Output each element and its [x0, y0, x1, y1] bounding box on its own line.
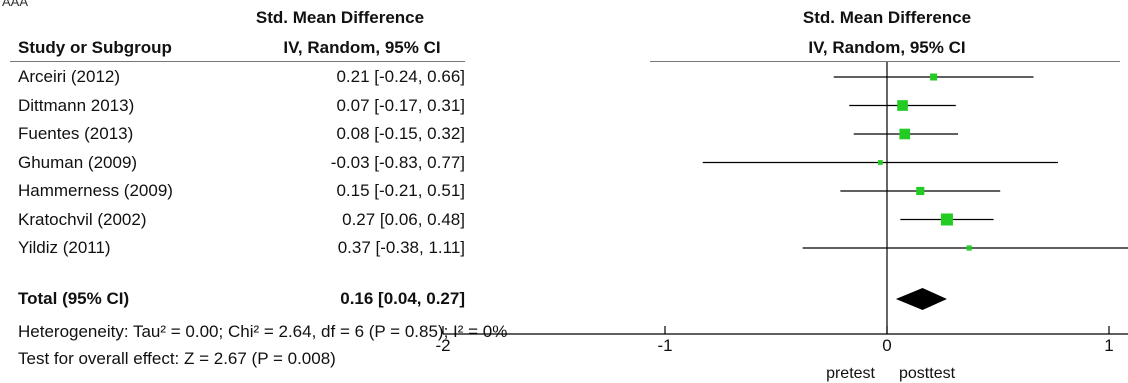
total-ci-text: 0.16 [0.04, 0.27] [340, 289, 465, 308]
direction-label-left: pretest [826, 365, 875, 382]
table-header-rule [10, 61, 465, 62]
study-column-header: Study or Subgroup [18, 38, 172, 57]
effect-marker [897, 100, 908, 111]
plot-column-header-line2: IV, Random, 95% CI [808, 38, 966, 57]
overall-effect-text: Test for overall effect: Z = 2.67 (P = 0… [18, 349, 336, 368]
study-name: Yildiz (2011) [18, 238, 111, 257]
study-ci-text: 0.07 [-0.17, 0.31] [336, 95, 465, 115]
pooled-diamond [895, 288, 947, 310]
effect-marker [966, 245, 972, 251]
study-name: Hammerness (2009) [18, 181, 173, 200]
x-tick-label: -2 [435, 336, 450, 355]
study-name: Ghuman (2009) [18, 152, 138, 172]
effect-marker [930, 73, 938, 81]
panel-label: AAA [2, 0, 29, 9]
effect-marker [916, 186, 925, 196]
study-ci-text: 0.37 [-0.38, 1.11] [337, 238, 465, 257]
direction-label-right: posttest [899, 365, 956, 382]
plot-column-header-line1: Std. Mean Difference [802, 8, 972, 27]
effect-marker [899, 128, 911, 140]
study-name: Arceiri (2012) [18, 67, 121, 86]
effect-marker [940, 213, 953, 226]
x-tick-label: 1 [1104, 336, 1113, 355]
heterogeneity-text: Heterogeneity: Tau² = 0.00; Chi² = 2.64,… [18, 322, 508, 341]
study-ci-text: 0.27 [0.06, 0.48] [342, 209, 465, 229]
study-name: Fuentes (2013) [18, 124, 134, 143]
study-ci-text: -0.03 [-0.83, 0.77] [330, 152, 465, 172]
study-ci-text: 0.21 [-0.24, 0.66] [336, 67, 465, 86]
study-name: Kratochvil (2002) [18, 209, 147, 229]
effect-column-header-line2: IV, Random, 95% CI [283, 38, 441, 57]
x-tick-label: -1 [657, 336, 672, 355]
study-name: Dittmann 2013) [18, 95, 135, 115]
plot-header-rule [650, 61, 1120, 62]
effect-column-header-line1: Std. Mean Difference [255, 8, 425, 27]
study-ci-text: 0.08 [-0.15, 0.32] [336, 124, 465, 143]
effect-marker [877, 160, 883, 165]
x-tick-label: 0 [882, 336, 891, 355]
total-label: Total (95% CI) [18, 289, 130, 308]
study-ci-text: 0.15 [-0.21, 0.51] [336, 181, 465, 200]
